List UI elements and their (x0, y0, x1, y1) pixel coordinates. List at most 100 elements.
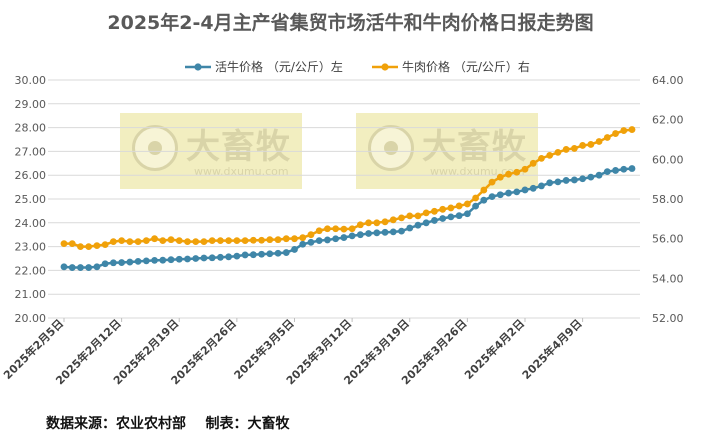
series-line-beef (64, 128, 633, 248)
y-right-tick-label: 56.00 (652, 233, 684, 246)
data-point-beef (587, 141, 595, 148)
data-point-beef (546, 151, 554, 159)
data-point-beef (151, 235, 158, 243)
data-point-beef (134, 238, 142, 246)
x-tick-label: 2025年3月5日 (231, 316, 297, 382)
y-left-tick-label: 25.00 (15, 193, 47, 206)
data-point-live-cattle (472, 202, 479, 210)
data-point-live-cattle (93, 263, 101, 271)
y-right-tick-label: 64.00 (652, 74, 684, 87)
data-point-live-cattle (192, 255, 200, 262)
data-point-live-cattle (455, 212, 463, 220)
data-point-live-cattle (422, 219, 430, 227)
data-point-beef (612, 130, 619, 137)
data-point-live-cattle (324, 236, 331, 244)
data-point-live-cattle (612, 167, 619, 174)
data-point-beef (529, 159, 537, 167)
data-point-beef (208, 237, 216, 245)
data-point-live-cattle (159, 256, 167, 264)
data-point-beef (356, 221, 364, 229)
y-left-tick-label: 29.00 (15, 98, 47, 111)
data-point-beef (431, 207, 438, 215)
data-point-beef (101, 241, 109, 249)
footer-source-note: 数据来源：农业农村部 制表：大畜牧 (46, 416, 290, 432)
data-point-beef (258, 236, 265, 244)
data-point-live-cattle (315, 237, 323, 245)
data-point-live-cattle (101, 260, 109, 268)
data-point-beef (68, 240, 76, 248)
data-point-beef (249, 236, 257, 244)
data-point-beef (225, 237, 233, 245)
data-point-beef (620, 127, 628, 134)
data-point-beef (595, 138, 603, 145)
data-point-live-cattle (389, 228, 397, 236)
data-point-live-cattle (142, 257, 150, 265)
data-point-live-cattle (373, 229, 381, 237)
data-point-beef (266, 236, 274, 244)
data-point-live-cattle (340, 234, 348, 241)
data-point-beef (455, 202, 463, 210)
data-point-live-cattle (60, 263, 68, 271)
data-point-live-cattle (175, 255, 183, 263)
data-point-live-cattle (463, 210, 471, 218)
data-point-beef (628, 126, 636, 133)
data-point-live-cattle (529, 184, 537, 192)
y-left-tick-label: 21.00 (15, 288, 47, 301)
data-point-live-cattle (505, 189, 512, 197)
data-point-live-cattle (241, 251, 249, 259)
y-left-tick-label: 24.00 (15, 217, 47, 230)
data-point-live-cattle (348, 232, 356, 240)
data-point-live-cattle (554, 178, 562, 186)
data-point-beef (554, 148, 562, 156)
data-point-live-cattle (381, 228, 389, 236)
data-point-beef (398, 214, 405, 222)
data-point-live-cattle (299, 240, 307, 248)
data-point-live-cattle (480, 196, 488, 204)
data-point-beef (603, 134, 611, 141)
data-point-live-cattle (356, 231, 364, 239)
y-left-tick-label: 30.00 (15, 74, 47, 87)
data-point-live-cattle (579, 175, 587, 183)
data-point-beef (217, 237, 224, 245)
data-point-beef (324, 225, 331, 233)
data-point-beef (579, 142, 587, 149)
legend: 活牛价格 （元/公斤）左 牛肉价格 （元/公斤）右 (185, 59, 530, 74)
data-point-live-cattle (365, 230, 372, 237)
data-point-beef (126, 238, 134, 246)
data-point-beef (274, 236, 282, 244)
data-point-beef (332, 225, 340, 233)
data-point-beef (447, 204, 455, 212)
data-point-live-cattle (208, 254, 216, 262)
data-point-beef (233, 237, 241, 245)
data-point-beef (192, 238, 200, 246)
data-point-beef (159, 237, 167, 245)
data-point-beef (142, 237, 150, 245)
data-point-live-cattle (118, 259, 126, 266)
data-point-live-cattle (496, 191, 504, 199)
data-point-beef (488, 178, 496, 186)
watermark-logo-icon (368, 125, 414, 171)
data-point-live-cattle (488, 193, 496, 201)
x-tick-label: 2025年4月2日 (461, 316, 527, 382)
data-point-live-cattle (77, 264, 84, 271)
data-point-beef (282, 235, 290, 243)
y-right-tick-label: 54.00 (652, 272, 684, 285)
data-point-beef (340, 225, 348, 233)
data-point-live-cattle (233, 252, 241, 260)
data-point-beef (93, 242, 101, 250)
series-layer (60, 126, 636, 271)
data-point-live-cattle (447, 213, 455, 221)
data-point-live-cattle (200, 254, 208, 262)
data-point-live-cattle (126, 258, 134, 266)
data-point-live-cattle (282, 249, 290, 256)
x-tick-label: 2025年2月5日 (0, 316, 66, 382)
data-point-beef (389, 216, 397, 224)
data-point-live-cattle (620, 165, 628, 173)
data-point-beef (414, 212, 422, 220)
data-point-live-cattle (587, 173, 595, 181)
legend-swatch-marker (194, 63, 202, 71)
data-point-beef (406, 212, 414, 220)
data-point-live-cattle (225, 253, 233, 261)
data-point-beef (118, 237, 126, 245)
